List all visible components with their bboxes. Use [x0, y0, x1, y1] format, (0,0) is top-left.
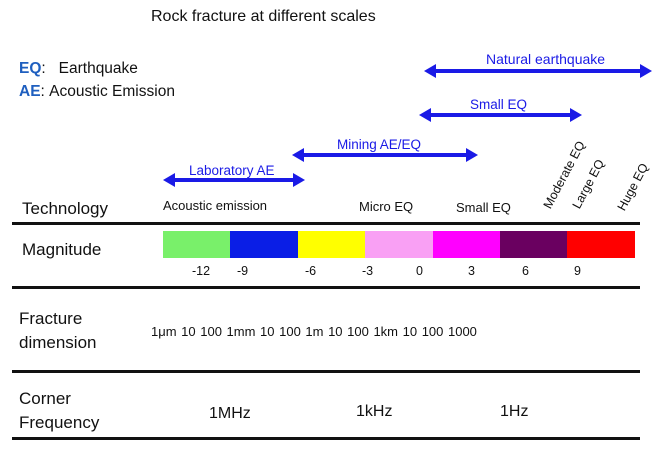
tech-micro-eq: Micro EQ [359, 199, 414, 214]
divider-corner [12, 437, 640, 440]
fracture-dimension-scale: 1μm 10 100 1mm 10 100 1m 10 100 1km 10 1… [151, 324, 477, 339]
page-title: Rock fracture at different scales [151, 8, 376, 25]
double-arrow-2 [292, 148, 478, 162]
corner-frequency-hz: 1Hz [500, 403, 529, 420]
row-label-fracture: Fracture dimension [19, 307, 97, 355]
legend-ae-sep: : [40, 83, 45, 100]
magnitude-band-2 [297, 231, 366, 258]
magnitude-tick: 9 [574, 264, 581, 278]
divider-fracture [12, 370, 640, 373]
legend-eq-text: Earthquake [58, 60, 138, 77]
double-arrow-0 [424, 64, 652, 78]
magnitude-tick: -6 [305, 264, 317, 278]
divider-technology [12, 222, 640, 225]
magnitude-band-6 [567, 231, 636, 258]
magnitude-band-0 [163, 231, 231, 258]
row-label-fracture-line2: dimension [19, 333, 97, 352]
magnitude-band-5 [500, 231, 568, 258]
corner-frequency-khz: 1kHz [356, 403, 393, 420]
magnitude-tick: -3 [362, 264, 374, 278]
legend-eq: EQ: Earthquake [19, 60, 138, 78]
legend-ae: AE: Acoustic Emission [19, 83, 175, 101]
magnitude-band-1 [230, 231, 299, 258]
row-label-magnitude: Magnitude [22, 240, 102, 259]
double-arrow-1 [419, 108, 582, 122]
legend-eq-abbr: EQ [19, 60, 42, 77]
magnitude-tick: -9 [237, 264, 249, 278]
legend-eq-sep: : [41, 60, 46, 77]
double-arrow-3 [163, 173, 305, 187]
row-label-technology: Technology [22, 199, 109, 218]
row-label-fracture-line1: Fracture [19, 309, 83, 328]
row-label-corner-line1: Corner [19, 389, 71, 408]
arrow-label-small-eq: Small EQ [470, 97, 528, 112]
magnitude-tick: 0 [416, 264, 423, 278]
magnitude-tick: 6 [522, 264, 529, 278]
arrow-label-mining-ae-eq: Mining AE/EQ [337, 137, 422, 152]
tech-acoustic-emission: Acoustic emission [163, 198, 268, 213]
legend-ae-abbr: AE [19, 83, 41, 100]
arrow-label-laboratory-ae: Laboratory AE [189, 163, 275, 178]
row-label-corner: Corner Frequency [19, 387, 99, 435]
row-label-corner-line2: Frequency [19, 413, 100, 432]
magnitude-band-4 [432, 231, 501, 258]
arrow-label-natural-earthquake: Natural earthquake [486, 51, 606, 67]
corner-frequency-mhz: 1MHz [209, 405, 251, 422]
magnitude-tick: 3 [468, 264, 475, 278]
magnitude-tick: -12 [192, 264, 211, 278]
legend-ae-text: Acoustic Emission [49, 83, 175, 100]
magnitude-band-3 [365, 231, 434, 258]
divider-magnitude [12, 286, 640, 289]
tech-small-eq: Small EQ [456, 200, 511, 215]
